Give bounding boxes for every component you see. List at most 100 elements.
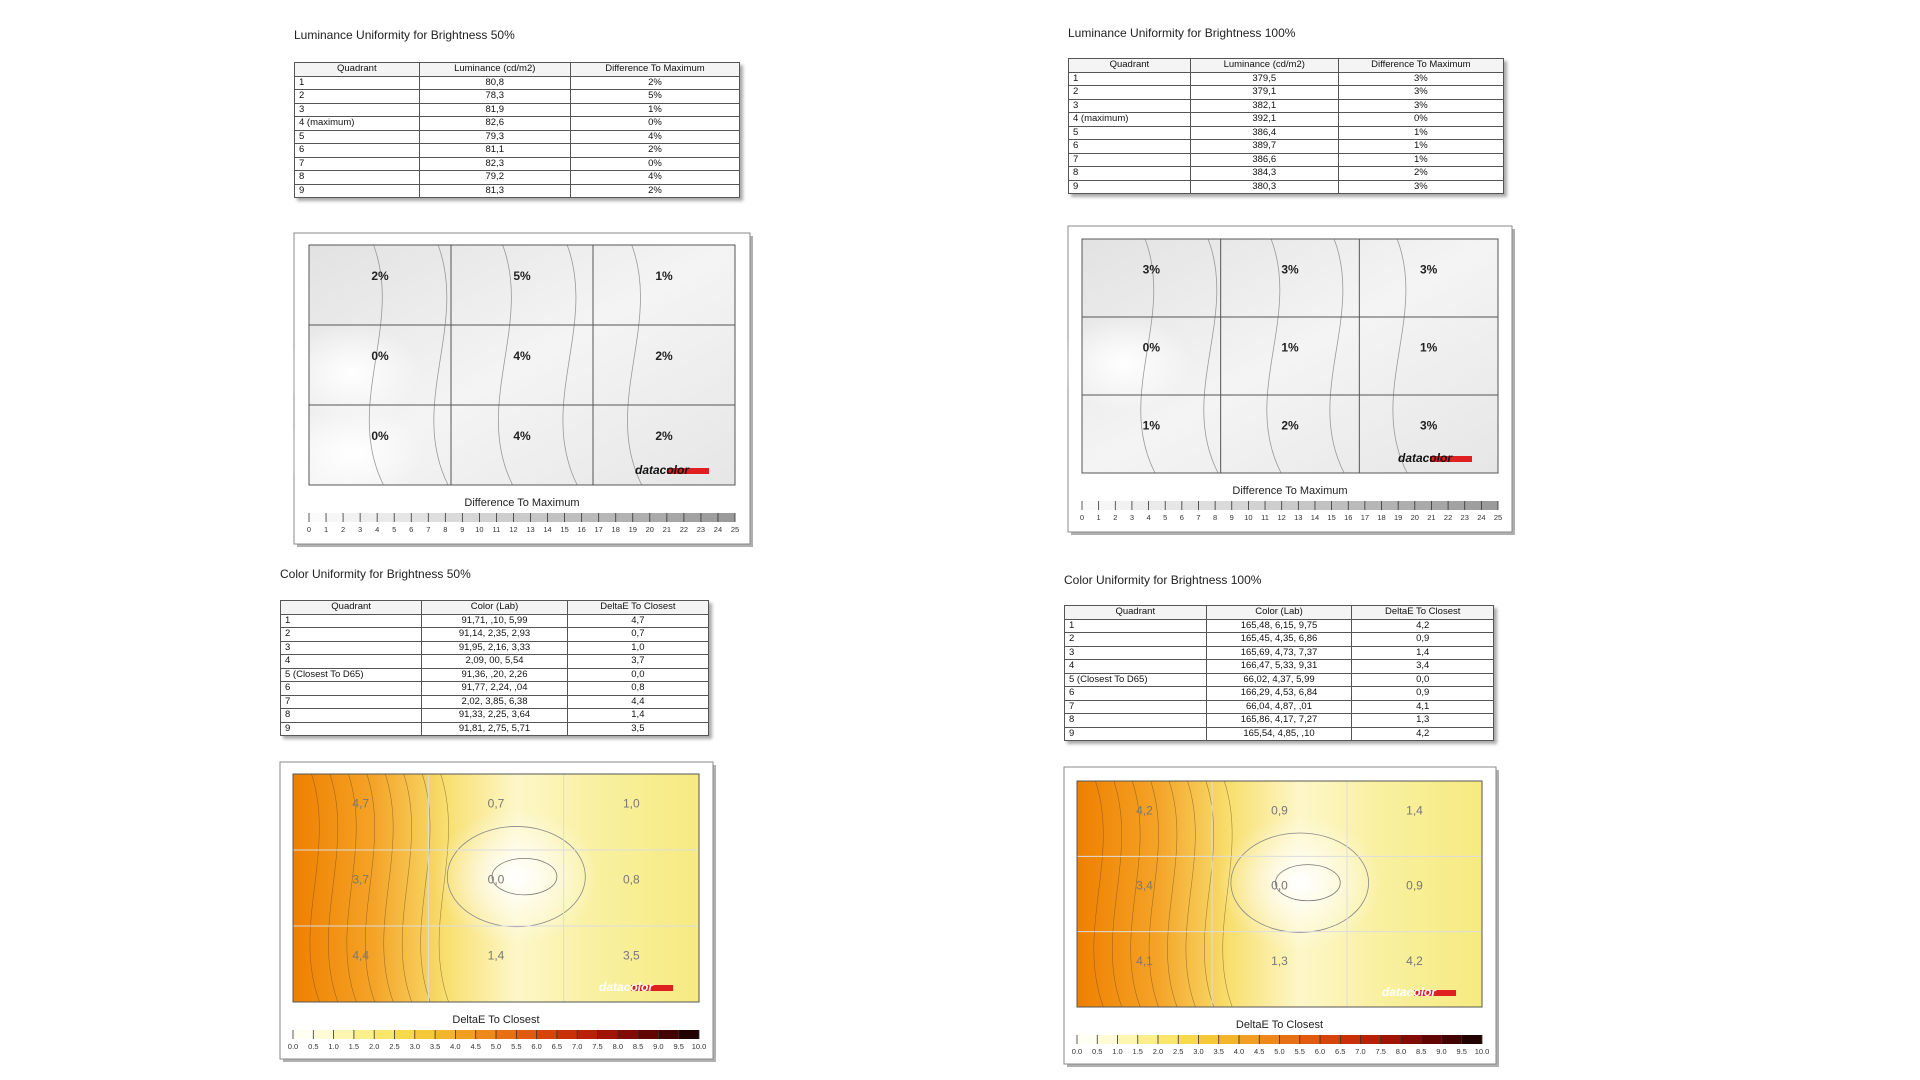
scale-label: 2.5 <box>389 1042 399 1051</box>
table-cell: 0,0 <box>1351 672 1494 687</box>
scale-swatch <box>1148 501 1166 510</box>
scale-label: 5.5 <box>1295 1047 1305 1056</box>
scale-swatch <box>394 1030 415 1039</box>
scale-label: 9 <box>1230 513 1234 522</box>
scale-swatch <box>556 1030 578 1039</box>
table-cell: 5 <box>294 129 420 144</box>
table-cell: 91,95, 2,16, 3,33 <box>421 640 568 655</box>
table-cell: 6 <box>1068 139 1191 154</box>
table-cell: 66,02, 4,37, 5,99 <box>1205 672 1353 687</box>
table-row: 2 379,1 3% <box>1068 85 1505 100</box>
contour <box>1140 238 1156 474</box>
heatmap-border <box>308 244 736 486</box>
table-cell: 1% <box>1337 125 1505 140</box>
column-header: Luminance (cd/m2) <box>418 62 571 77</box>
scale-swatch <box>1431 501 1449 510</box>
bright-spot <box>280 325 423 421</box>
table-cell: 1% <box>569 102 741 117</box>
table-row: 3 91,95, 2,16, 3,33 1,0 <box>279 640 710 655</box>
table-row: 6 81,1 2% <box>294 143 741 158</box>
scale-swatch <box>475 1030 496 1039</box>
scale-label: 13 <box>1294 513 1302 522</box>
scale-swatch <box>1137 1035 1158 1044</box>
scale-label: 16 <box>577 525 585 534</box>
scale-swatch <box>343 513 361 522</box>
scale-label: 18 <box>612 525 620 534</box>
scale-swatch <box>1281 501 1299 510</box>
scale-label: 14 <box>543 525 551 534</box>
heatmap-border <box>1076 780 1483 1008</box>
table-cell: 4 <box>1064 659 1207 674</box>
scale-label: 9.5 <box>673 1042 683 1051</box>
contour <box>1203 238 1219 474</box>
contour <box>364 773 376 1003</box>
scale-label: 7.5 <box>592 1042 602 1051</box>
table-cell: 3 <box>279 640 423 655</box>
scale-label: 8.0 <box>1396 1047 1406 1056</box>
scale-label: 23 <box>1461 513 1469 522</box>
table-row: 4 (maximum) 392,1 0% <box>1068 112 1505 127</box>
table-cell: 2 <box>1064 632 1207 647</box>
cell-label: 4,4 <box>352 949 369 963</box>
table-cell: 4,1 <box>1351 699 1494 714</box>
scale-swatch <box>632 513 650 522</box>
scale-swatch <box>516 1030 537 1039</box>
scale-swatch <box>666 513 684 522</box>
scale-swatch <box>496 513 514 522</box>
scale-label: 10.0 <box>1475 1047 1490 1056</box>
scale-label: 9.5 <box>1457 1047 1467 1056</box>
table-row: 1 379,5 3% <box>1068 71 1505 86</box>
table-cell: 9 <box>1064 726 1207 741</box>
scale-label: 0.5 <box>308 1042 318 1051</box>
table-cell: 1,4 <box>566 708 710 723</box>
cell-label: 4,1 <box>1136 954 1153 968</box>
scale-swatch <box>479 513 497 522</box>
scale-swatch <box>638 1030 659 1039</box>
scale-label: 10 <box>475 525 483 534</box>
scale-label: 3.5 <box>430 1042 440 1051</box>
contour <box>438 773 449 1003</box>
scale-label: 3 <box>1130 513 1134 522</box>
scale-swatch <box>1314 501 1332 510</box>
scale-label: 8.0 <box>613 1042 623 1051</box>
table-row: 4 (maximum) 82,6 0% <box>294 116 741 131</box>
scale-label: 19 <box>629 525 637 534</box>
table-cell: 91,36, ,20, 2,26 <box>421 667 568 682</box>
scale-label: 2.0 <box>369 1042 379 1051</box>
table-cell: 78,3 <box>418 89 571 104</box>
section-title: Color Uniformity for Brightness 100% <box>1064 573 1262 587</box>
scale-label: 19 <box>1394 513 1402 522</box>
legend-title: Difference To Maximum <box>1232 485 1347 497</box>
cell-label: 2% <box>371 269 389 283</box>
scale-swatch <box>1082 501 1099 510</box>
table-row: 5 (Closest To D65) 66,02, 4,37, 5,99 0,0 <box>1064 672 1494 687</box>
scale-swatch <box>1215 501 1232 510</box>
table-cell: 2% <box>569 183 741 198</box>
table-row: 2 78,3 5% <box>294 89 741 104</box>
scale-swatch <box>1464 501 1482 510</box>
table-cell: 165,54, 4,85, ,10 <box>1205 726 1353 741</box>
table-cell: 3 <box>294 102 420 117</box>
scale-label: 24 <box>714 525 722 534</box>
scale-swatch <box>1448 501 1465 510</box>
contour <box>1185 780 1196 1008</box>
scale-swatch <box>1320 1035 1341 1044</box>
scale-swatch <box>536 1030 557 1039</box>
scale-label: 5 <box>1163 513 1167 522</box>
column-header: Quadrant <box>294 62 420 77</box>
scale-swatch <box>353 1030 375 1039</box>
contour <box>1275 864 1341 902</box>
scale-swatch <box>1178 1035 1199 1044</box>
table-cell: 4,2 <box>1351 726 1494 741</box>
table-row: 5 (Closest To D65) 91,36, ,20, 2,26 0,0 <box>279 667 710 682</box>
scale-swatch <box>1381 501 1399 510</box>
table-row: 6 91,77, 2,24, ,04 0,8 <box>279 681 710 696</box>
table-cell: 81,3 <box>418 183 571 198</box>
cell-label: 1,0 <box>623 797 640 811</box>
contour <box>498 244 513 486</box>
table-cell: 82,6 <box>418 116 571 131</box>
scale-swatch <box>1181 501 1199 510</box>
scale-label: 6 <box>1180 513 1184 522</box>
header-row: Quadrant Color (Lab) DeltaE To Closest <box>1064 605 1494 620</box>
table-cell: 6 <box>1064 686 1207 701</box>
